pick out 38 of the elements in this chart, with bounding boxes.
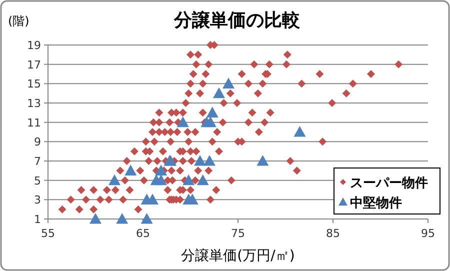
x-tick-label: 55 (41, 227, 55, 240)
point (116, 213, 128, 224)
point (90, 213, 102, 224)
legend-label: スーパー物件 (350, 176, 428, 191)
x-tick-label: 75 (231, 227, 245, 240)
point (204, 116, 216, 128)
point (194, 155, 206, 166)
point (108, 174, 120, 186)
point (213, 87, 225, 98)
y-tick-label: 5 (34, 174, 41, 188)
point (140, 213, 153, 224)
chart-title: 分譲単価の比較 (173, 10, 301, 31)
y-tick-label: 15 (27, 78, 41, 91)
y-tick-label: 7 (34, 155, 41, 168)
y-tick-label: 3 (34, 194, 41, 207)
point (176, 116, 189, 128)
point (294, 126, 306, 137)
x-tick-label: 85 (326, 227, 340, 240)
y-tick-label: 9 (34, 136, 41, 149)
x-axis-title: 分譲単価(万円/㎡) (181, 248, 295, 264)
x-tick-label: 65 (136, 227, 150, 240)
legend-label: 中堅物件 (350, 196, 402, 211)
point (196, 174, 209, 186)
y-tick-label: 17 (27, 58, 41, 72)
point (155, 164, 168, 176)
point (256, 155, 269, 166)
x-tick-label: 95 (421, 227, 435, 240)
point (204, 155, 216, 166)
y-tick-label: 13 (27, 97, 41, 110)
point (222, 78, 234, 88)
point (155, 174, 168, 186)
y-tick-label: 19 (27, 39, 41, 52)
y-axis-title: (階) (8, 14, 30, 28)
y-tick-label: 11 (27, 116, 41, 130)
point (206, 106, 218, 118)
point (182, 174, 195, 186)
point (124, 164, 137, 176)
y-tick-label: 1 (34, 213, 41, 226)
